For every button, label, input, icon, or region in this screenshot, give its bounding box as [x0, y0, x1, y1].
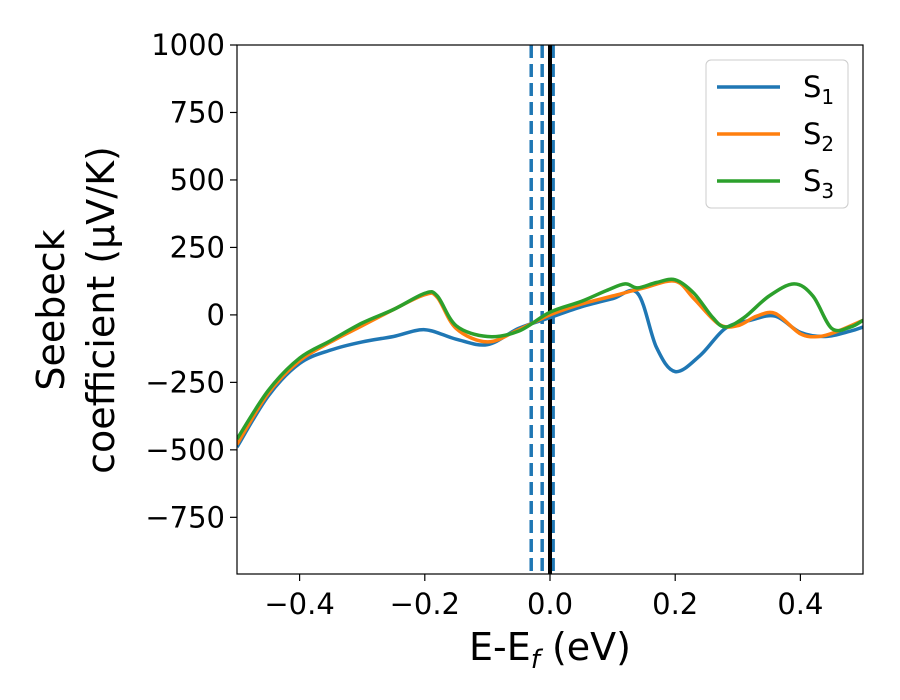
legend-label-s1: S1 — [803, 70, 834, 109]
y-tick-label: 1000 — [151, 28, 225, 62]
x-tick-label: 0.0 — [527, 587, 573, 621]
legend-label-s2: S2 — [803, 117, 834, 156]
y-axis-label-line1: Seebeck — [29, 229, 73, 390]
y-axis: 1000 750 500 250 0 −250 −500 −750 — [145, 28, 237, 534]
y-tick-label: 500 — [170, 163, 225, 197]
y-tick-label: 750 — [170, 95, 225, 129]
series-line-s1 — [237, 288, 863, 449]
x-tick-label: 0.4 — [777, 587, 823, 621]
legend-label-s3: S3 — [803, 164, 834, 203]
y-tick-label: 250 — [170, 230, 225, 264]
x-axis-label: E-Ef (eV) — [469, 625, 631, 675]
series-line-s3 — [237, 277, 863, 441]
x-tick-label: −0.4 — [264, 587, 334, 621]
x-axis: −0.4 −0.2 0.0 0.2 0.4 — [264, 574, 823, 621]
vertical-lines — [529, 45, 555, 574]
y-axis-label: Seebeck coefficient (μV/K) — [29, 146, 123, 474]
x-tick-label: −0.2 — [390, 587, 460, 621]
y-tick-label: −250 — [145, 365, 225, 399]
x-tick-label: 0.2 — [652, 587, 698, 621]
y-tick-label: −750 — [145, 500, 225, 534]
y-tick-label: 0 — [207, 298, 225, 332]
series-line-s2 — [237, 279, 863, 446]
y-axis-label-line2: coefficient (μV/K) — [79, 146, 123, 474]
data-series — [237, 277, 863, 449]
legend: S1 S2 S3 — [705, 59, 849, 209]
y-tick-label: −500 — [145, 433, 225, 467]
